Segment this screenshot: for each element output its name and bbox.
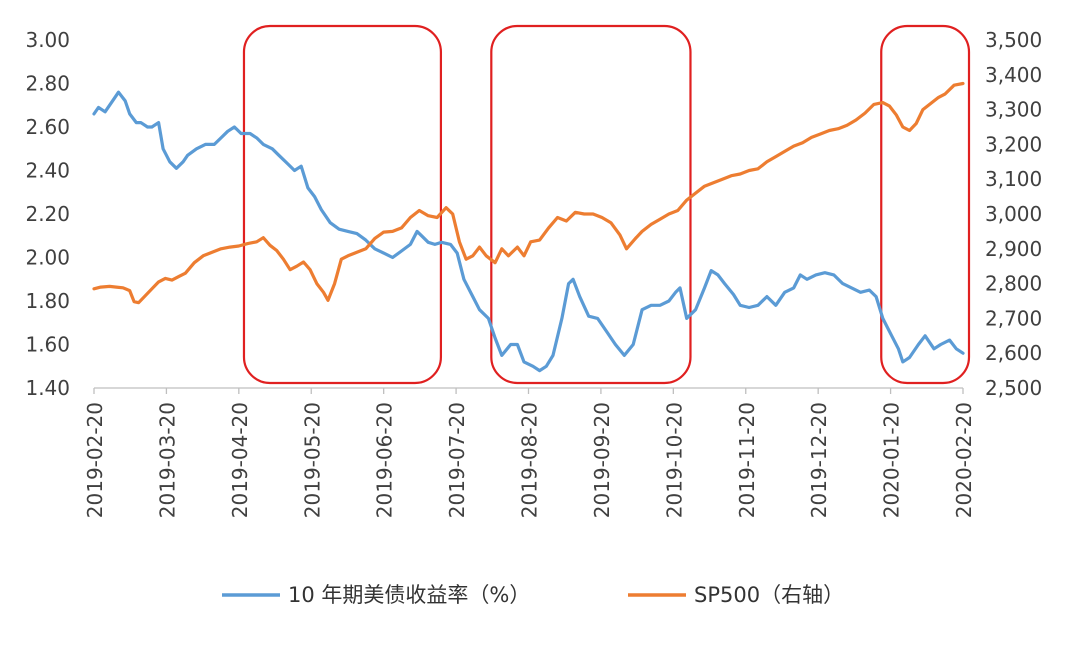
right-tick-label: 2,600	[985, 341, 1042, 365]
treasury-yield-line	[92, 90, 965, 373]
x-tick-label: 2020-01-20	[880, 402, 904, 518]
left-tick-label: 3.00	[25, 28, 70, 52]
left-tick-label: 2.80	[25, 72, 70, 96]
x-tick-label: 2020-02-20	[952, 402, 976, 518]
left-tick-label: 1.60	[25, 333, 70, 357]
left-tick-label: 1.40	[25, 376, 70, 400]
x-tick-label: 2019-02-20	[83, 402, 107, 518]
right-tick-label: 3,500	[985, 28, 1042, 52]
sp500-line	[92, 81, 965, 305]
highlight-boxes	[242, 24, 971, 385]
right-tick-label: 2,900	[985, 237, 1042, 261]
highlight-box-3	[880, 24, 971, 385]
x-tick-label: 2019-03-20	[155, 402, 179, 518]
x-tick-label: 2019-07-20	[445, 402, 469, 518]
left-tick-label: 2.60	[25, 115, 70, 139]
right-tick-label: 2,500	[985, 376, 1042, 400]
right-tick-label: 3,100	[985, 167, 1042, 191]
x-tick-label: 2019-10-20	[662, 402, 686, 518]
x-tick-label: 2019-04-20	[228, 402, 252, 518]
right-tick-label: 3,300	[985, 98, 1042, 122]
x-tick-label: 2019-08-20	[518, 402, 542, 518]
x-tick-label: 2019-05-20	[300, 402, 324, 518]
series-lines	[92, 81, 965, 373]
left-tick-label: 1.80	[25, 289, 70, 313]
right-tick-label: 2,800	[985, 272, 1042, 296]
x-tick-label: 2019-06-20	[373, 402, 397, 518]
x-tick-label: 2019-11-20	[735, 402, 759, 518]
right-tick-label: 3,000	[985, 202, 1042, 226]
legend-sp500-label: SP500（右轴）	[694, 583, 844, 607]
left-tick-label: 2.40	[25, 159, 70, 183]
right-y-axis-ticks: 2,500 2,600 2,700 2,800 2,900 3,000 3,100 3,200…	[985, 28, 1042, 400]
x-axis-ticks: 2019-02-20 2019-03-20 2019-04-20 2019-05-20…	[83, 388, 976, 518]
legend: 10 年期美债收益率（%） SP500（右轴）	[222, 583, 844, 607]
right-tick-label: 3,400	[985, 63, 1042, 87]
legend-treasury-yield-label: 10 年期美债收益率（%）	[288, 583, 530, 607]
left-y-axis-ticks: 1.40 1.60 1.80 2.00 2.20 2.40 2.60 2.80 3.00	[25, 28, 70, 400]
right-tick-label: 3,200	[985, 132, 1042, 156]
highlight-box-1	[242, 24, 443, 385]
left-tick-label: 2.20	[25, 202, 70, 226]
right-tick-label: 2,700	[985, 306, 1042, 330]
x-tick-label: 2019-09-20	[590, 402, 614, 518]
left-tick-label: 2.00	[25, 246, 70, 270]
x-tick-label: 2019-12-20	[807, 402, 831, 518]
highlight-box-2	[490, 24, 692, 385]
